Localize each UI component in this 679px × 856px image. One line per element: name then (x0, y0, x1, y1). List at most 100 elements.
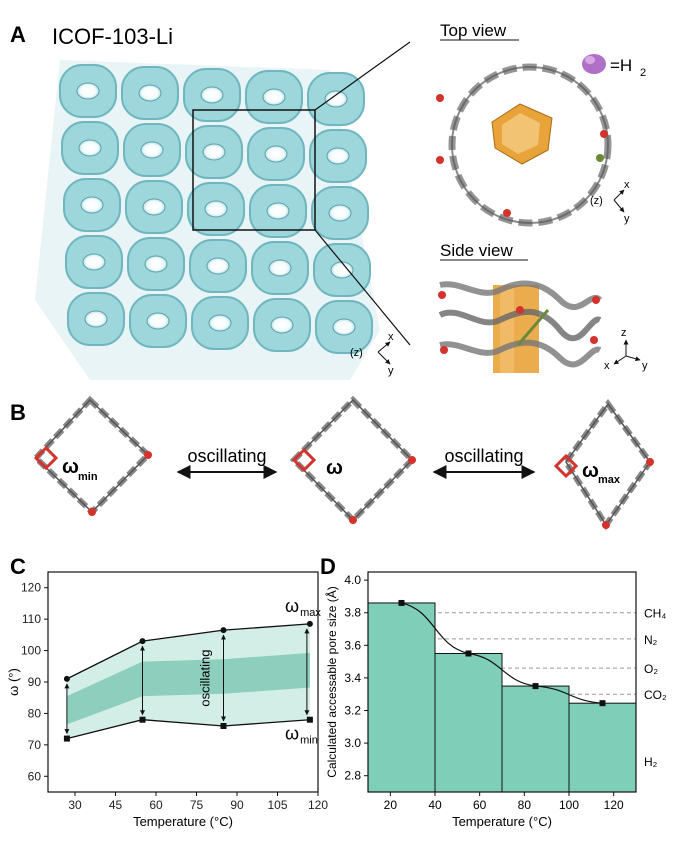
panel-b-letter: B (10, 400, 26, 425)
framework-pore (264, 145, 288, 163)
bar (501, 685, 570, 793)
panel-a-letter: A (10, 22, 26, 47)
plot-frame (367, 571, 637, 793)
reference-label: O₂ (644, 662, 658, 676)
y-tick-label: 3.8 (344, 606, 361, 620)
bar (367, 602, 436, 793)
omega-max-label-sub: max (300, 607, 321, 619)
axis-x-label: x (388, 331, 394, 343)
chart-d: CH₄ N₂ O₂ CO₂ H₂ 4.0 3.8 3.6 3.4 3.2 3.0 2.8 20 40 60 8… (324, 571, 667, 829)
omega-min-label-sub: min (300, 735, 318, 747)
reference-label: H₂ (644, 755, 658, 769)
series-line-omega-max (66, 623, 310, 680)
framework-pore (142, 198, 166, 216)
point-omega-max (306, 620, 313, 627)
framework-pore (144, 255, 168, 273)
omega-min-symbol: ω (62, 456, 79, 478)
axis-z-label: (z) (350, 347, 363, 359)
point-omega-max (220, 627, 227, 634)
framework-pore (270, 316, 294, 334)
axis-triad-top: (z) x y (590, 179, 630, 225)
framework-pore (206, 257, 230, 275)
y-tick-label: 110 (22, 612, 41, 626)
x-tick-label: 75 (190, 798, 204, 812)
panel-c-letter: C (10, 554, 26, 579)
point-omega-min (139, 716, 146, 723)
framework-pore (202, 143, 226, 161)
point-omega-min (63, 735, 70, 742)
axis-y-label: y (388, 365, 394, 377)
axis-triad-side: z y x (604, 327, 648, 372)
side-view-molecule (438, 280, 603, 373)
oscillating-annotation: oscillating (198, 650, 213, 707)
axis-y-label-side: y (642, 360, 648, 372)
point-omega-max (63, 675, 70, 682)
series-line-omega-min (66, 719, 310, 740)
panel-d: D CH₄ N₂ O₂ CO₂ H₂ 4.0 3.8 3.6 3.4 3.2 3.0 2.8 20 40 6… (320, 554, 667, 829)
bar (568, 702, 637, 793)
chart-c: 60 70 80 90 100 110 120 30 45 60 75 90 105 120 Tempera… (6, 571, 328, 829)
framework-pore (328, 204, 352, 222)
x-tick-label: 45 (109, 798, 123, 812)
framework-pore (76, 82, 100, 100)
framework-pore (324, 90, 348, 108)
y-tick-label: 3.4 (344, 671, 361, 685)
panel-a-title: ICOF-103-Li (52, 24, 173, 49)
bar-marker (465, 650, 472, 657)
framework-pore (330, 261, 354, 279)
bar-marker (532, 683, 539, 690)
x-tick-label: 90 (230, 798, 244, 812)
framework-pore (266, 202, 290, 220)
omega-min-subscript: min (78, 471, 98, 483)
reference-label: CO₂ (644, 688, 667, 702)
y-tick-label: 70 (28, 738, 42, 752)
panel-c: C 60 70 80 90 100 110 120 30 45 60 75 90 105 120 Tempe… (6, 554, 328, 829)
x-tick-label: 105 (267, 798, 287, 812)
y-tick-label: 80 (28, 706, 42, 720)
omega-max-subscript: max (598, 474, 621, 486)
x-tick-label: 30 (68, 798, 82, 812)
zoom-line-bottom (314, 229, 411, 346)
framework-pore (78, 139, 102, 157)
framework-pore (204, 200, 228, 218)
h2-legend: =H 2 (582, 54, 646, 79)
y-tick-label: 3.6 (344, 638, 361, 652)
framework-pore (146, 312, 170, 330)
panel-a: A ICOF-103-Li (z) x y Top view (10, 21, 648, 380)
h2-legend-subscript: 2 (640, 67, 646, 79)
y-tick-label: 90 (28, 675, 42, 689)
framework-pore (326, 147, 350, 165)
omega-max-label: ω (285, 596, 299, 616)
y-tick-label: 2.8 (344, 769, 361, 783)
framework-pore (138, 84, 162, 102)
y-tick-label: 120 (21, 581, 41, 595)
axis-z-label-side: z (621, 327, 627, 339)
y-axis-label: ω (°) (6, 668, 21, 696)
framework-pore (82, 253, 106, 271)
zoom-box (192, 109, 316, 231)
point-omega-min (220, 723, 227, 729)
reference-label: CH₄ (644, 607, 666, 621)
framework-pore (262, 88, 286, 106)
top-view-label: Top view (440, 21, 507, 40)
bar-marker (599, 700, 606, 707)
x-tick-label: 80 (518, 798, 532, 812)
omega-symbol: ω (326, 457, 343, 479)
axis-z-label-top: (z) (590, 195, 603, 207)
framework-pore (208, 314, 232, 332)
y-tick-label: 3.2 (344, 704, 361, 718)
y-axis-label: Calculated accessable pore size (Å) (324, 586, 339, 777)
side-view-label: Side view (440, 241, 513, 260)
fit-curve (401, 602, 603, 704)
h2-molecule-icon (582, 54, 606, 74)
framework-pore (140, 141, 164, 159)
point-omega-min (306, 716, 313, 723)
y-tick-label: 100 (21, 644, 41, 658)
y-tick-label: 60 (28, 769, 42, 783)
ring-omega-max: ω max (553, 398, 654, 531)
point-omega-max (139, 638, 146, 645)
bar-marker (398, 599, 405, 606)
omega-min-label: ω (285, 724, 299, 744)
framework-pores (59, 64, 373, 354)
